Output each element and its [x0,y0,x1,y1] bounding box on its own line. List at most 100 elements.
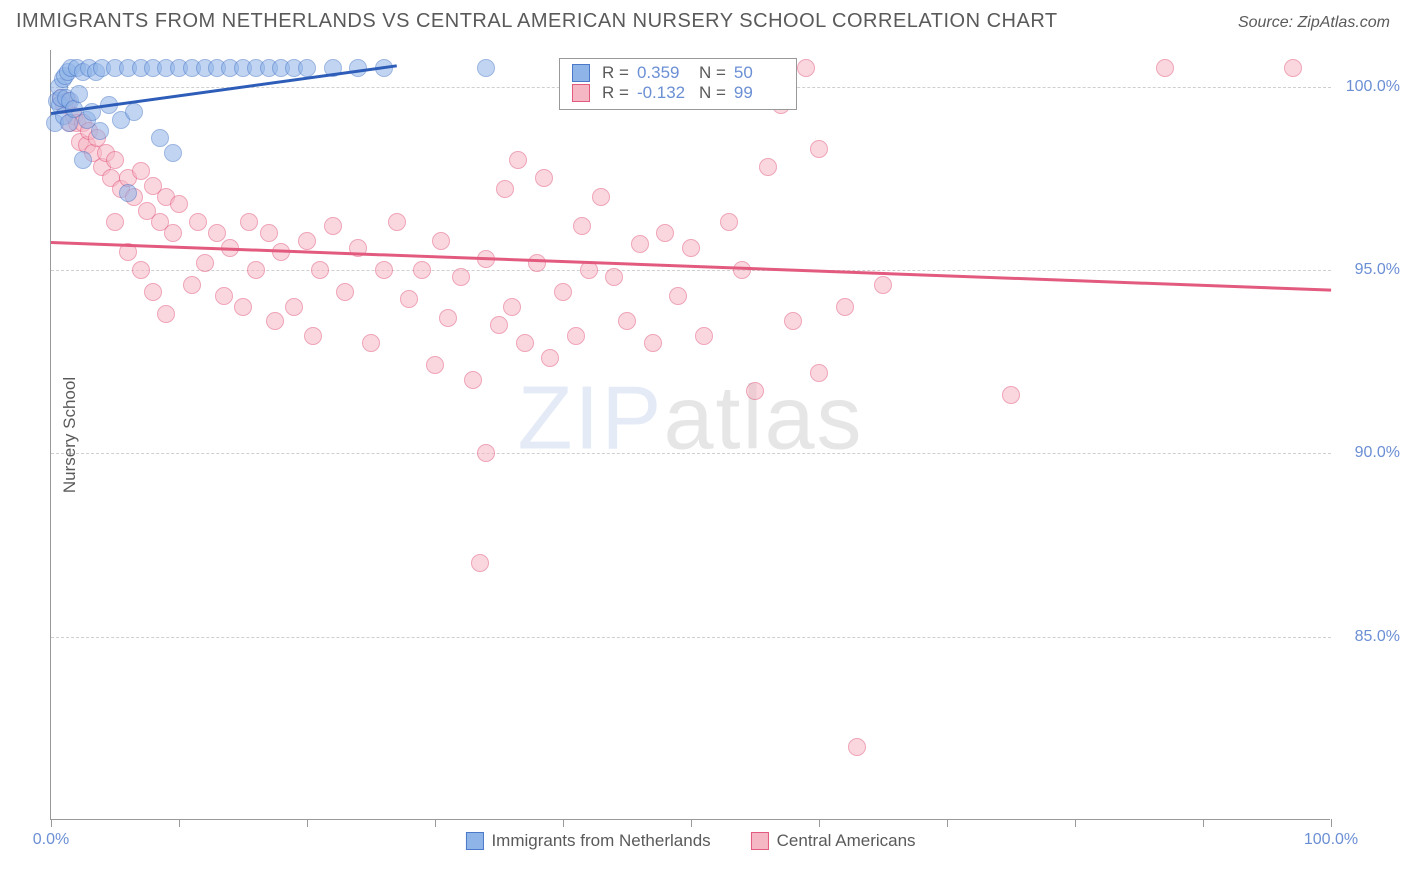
stat-n-value: 50 [734,63,784,83]
data-point-central [554,283,572,301]
data-point-netherlands [91,122,109,140]
data-point-central [157,305,175,323]
data-point-central [260,224,278,242]
y-tick-label: 90.0% [1340,444,1400,462]
data-point-central [106,151,124,169]
x-tick-label: 100.0% [1304,831,1358,849]
watermark: ZIPatlas [517,368,863,471]
data-point-central [471,554,489,572]
chart-area: ZIPatlas 85.0%90.0%95.0%100.0%0.0%100.0%… [50,50,1330,820]
series-legend-item: Central Americans [751,831,916,851]
data-point-central [490,316,508,334]
data-point-central [541,349,559,367]
data-point-central [733,261,751,279]
data-point-central [836,298,854,316]
data-point-central [874,276,892,294]
x-tick [51,819,52,827]
data-point-central [426,356,444,374]
x-tick [947,819,948,827]
data-point-central [266,312,284,330]
stat-r-label: R = [602,83,629,103]
data-point-central [208,224,226,242]
data-point-central [464,371,482,389]
data-point-central [106,213,124,231]
data-point-central [682,239,700,257]
x-tick [1203,819,1204,827]
source-label: Source: ZipAtlas.com [1238,14,1390,32]
data-point-central [432,232,450,250]
data-point-central [388,213,406,231]
data-point-central [336,283,354,301]
series-legend-item: Immigrants from Netherlands [465,831,710,851]
y-tick-label: 95.0% [1340,261,1400,279]
data-point-netherlands [74,151,92,169]
data-point-central [618,312,636,330]
legend-swatch [572,84,590,102]
data-point-netherlands [70,85,88,103]
data-point-central [215,287,233,305]
data-point-central [516,334,534,352]
x-tick [435,819,436,827]
data-point-central [720,213,738,231]
series-legend: Immigrants from Netherlands Central Ameri… [465,831,915,851]
data-point-central [285,298,303,316]
x-tick [307,819,308,827]
data-point-central [592,188,610,206]
data-point-central [183,276,201,294]
data-point-central [656,224,674,242]
data-point-central [304,327,322,345]
data-point-netherlands [151,129,169,147]
data-point-central [439,309,457,327]
x-tick-label: 0.0% [33,831,69,849]
data-point-central [196,254,214,272]
data-point-central [1002,386,1020,404]
data-point-central [298,232,316,250]
data-point-central [644,334,662,352]
series-legend-label: Immigrants from Netherlands [491,831,710,851]
x-tick [1331,819,1332,827]
x-tick [179,819,180,827]
data-point-central [400,290,418,308]
stat-n-label: N = [699,83,726,103]
data-point-central [746,382,764,400]
data-point-central [1156,59,1174,77]
data-point-central [413,261,431,279]
data-point-netherlands [477,59,495,77]
data-point-central [509,151,527,169]
chart-title: IMMIGRANTS FROM NETHERLANDS VS CENTRAL A… [16,10,1058,33]
gridline [51,637,1331,638]
x-tick [1075,819,1076,827]
data-point-netherlands [125,103,143,121]
plot-region: ZIPatlas 85.0%90.0%95.0%100.0%0.0%100.0%… [50,50,1330,820]
x-tick [563,819,564,827]
y-axis-label: Nursery School [60,377,80,493]
stats-legend-row: R =0.359N =50 [572,63,784,83]
stat-r-value: -0.132 [637,83,687,103]
data-point-central [311,261,329,279]
data-point-central [234,298,252,316]
stat-r-label: R = [602,63,629,83]
data-point-central [496,180,514,198]
data-point-netherlands [298,59,316,77]
legend-swatch [465,832,483,850]
data-point-central [669,287,687,305]
y-tick-label: 100.0% [1340,78,1400,96]
data-point-central [528,254,546,272]
data-point-central [247,261,265,279]
data-point-central [164,224,182,242]
data-point-central [631,235,649,253]
legend-swatch [751,832,769,850]
data-point-central [375,261,393,279]
data-point-netherlands [164,144,182,162]
stat-n-label: N = [699,63,726,83]
data-point-central [1284,59,1302,77]
data-point-central [452,268,470,286]
data-point-central [362,334,380,352]
data-point-central [695,327,713,345]
data-point-central [170,195,188,213]
gridline [51,453,1331,454]
data-point-central [132,162,150,180]
data-point-central [189,213,207,231]
gridline [51,270,1331,271]
x-tick [819,819,820,827]
